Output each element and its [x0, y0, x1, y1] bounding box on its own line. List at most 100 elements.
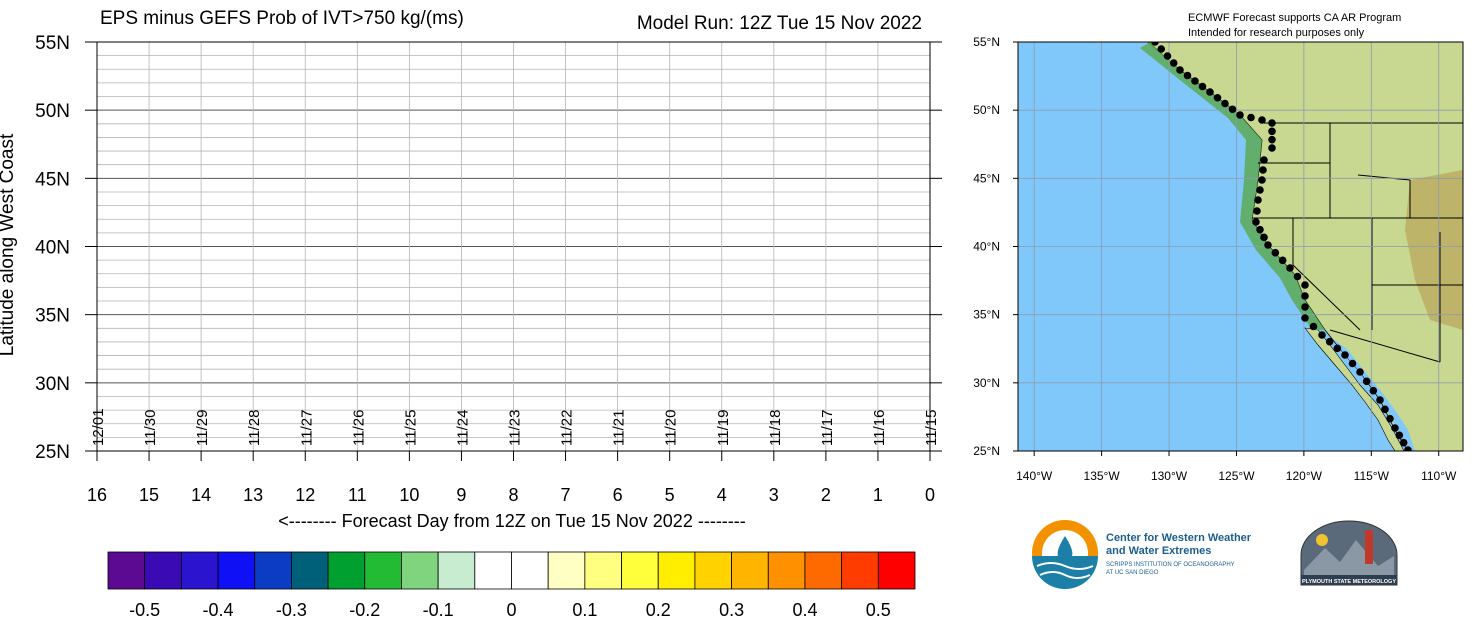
coast-point	[1151, 42, 1159, 46]
baja-peninsula	[1304, 327, 1405, 451]
colorbar-label: -0.4	[203, 600, 234, 620]
state-borders	[1252, 122, 1463, 363]
date-label: 11/17	[819, 410, 836, 446]
coast-point	[1236, 111, 1244, 119]
coast-point	[1301, 281, 1309, 289]
colorbar-boxes	[107, 551, 916, 590]
x-tick-label: 3	[769, 485, 779, 505]
colorbar-box	[107, 551, 146, 590]
x-tick-label: 0	[925, 485, 935, 505]
colorbar-box	[877, 551, 916, 590]
coast-point	[1260, 233, 1268, 242]
map-lat-label: 40°N	[973, 240, 1000, 254]
map-lon-label: 125°W	[1218, 469, 1255, 483]
plymouth-state-logo: PLYMOUTH STATE METEOROLOGY	[1300, 520, 1398, 586]
coast-point	[1264, 241, 1272, 249]
coast-point	[1254, 196, 1262, 204]
coast-point	[1253, 207, 1261, 215]
coast-point	[1381, 405, 1389, 414]
colorbar-box	[511, 551, 549, 590]
coast-point	[1163, 52, 1172, 60]
coast-point	[1376, 396, 1384, 404]
coast-point	[1278, 256, 1287, 265]
map-lat-label: 35°N	[973, 308, 1000, 322]
coast-point	[1395, 431, 1404, 440]
coast-point	[1206, 88, 1214, 96]
colorbar-box	[180, 551, 219, 590]
coast-point	[1341, 351, 1349, 359]
chart-subtitle: Model Run: 12Z Tue 15 Nov 2022	[637, 13, 922, 34]
map-note-line-2: Intended for research purposes only	[1188, 27, 1365, 39]
x-tick-label: 14	[191, 485, 211, 505]
x-tick-label: 10	[399, 485, 419, 505]
cw3e-name-line4: AT UC SAN DIEGO	[1106, 570, 1159, 576]
colorbar-label: 0.4	[792, 600, 817, 620]
y-tick-label: 25N	[35, 442, 70, 463]
colorbar-label: 0.3	[719, 600, 744, 620]
map-lon-label: 120°W	[1286, 469, 1323, 483]
coast-point	[1183, 71, 1192, 80]
mountain-terrain	[1405, 170, 1463, 330]
y-tick-label: 35N	[35, 306, 70, 327]
coast-point	[1325, 337, 1334, 346]
coast-point	[1259, 166, 1267, 174]
x-tick-label: 9	[456, 485, 466, 505]
coast-point	[1318, 331, 1326, 339]
cw3e-name-line3: SCRIPPS INSTITUTION OF OCEANOGRAPHY	[1106, 562, 1235, 568]
date-label: 11/20	[663, 410, 680, 446]
coast-point	[1301, 303, 1309, 311]
coast-point	[1399, 438, 1408, 447]
coast-point	[1176, 66, 1184, 74]
map-lat-label: 55°N	[973, 35, 1000, 49]
map-lat-label: 50°N	[973, 103, 1000, 117]
colorbar-label: -0.3	[276, 600, 307, 620]
date-label: 11/30	[142, 410, 159, 446]
colorbar-box	[694, 551, 732, 590]
date-label: 11/21	[611, 410, 628, 446]
x-axis-label: <-------- Forecast Day from 12Z on Tue 1…	[278, 511, 746, 531]
y-tick-label: 55N	[35, 33, 70, 54]
grid-lines	[96, 41, 931, 452]
coast-point	[1293, 272, 1302, 281]
colorbar-labels: -0.5 -0.4 -0.3 -0.2 -0.1 0 0.1 0.2 0.3 0.4 0.5	[129, 600, 891, 620]
x-tick-label: 11	[348, 485, 367, 505]
colorbar-label: 0.1	[572, 600, 597, 620]
colorbar-label: 0.2	[646, 600, 671, 620]
coast-point	[1169, 59, 1178, 67]
x-tick-label: 6	[613, 485, 623, 505]
map-grid	[1018, 42, 1463, 451]
x-tick-label: 16	[87, 485, 107, 505]
colorbar-label: 0.5	[866, 600, 891, 620]
colorbar-label: 0	[506, 600, 516, 620]
map-panel: ECMWF Forecast supports CA AR Program In…	[973, 12, 1464, 483]
cw3e-name-line2: and Water Extremes	[1106, 545, 1211, 557]
colorbar-box	[731, 551, 769, 590]
y-axis-label: Latitude along West Coast	[0, 133, 18, 356]
colorbar-box	[474, 551, 512, 590]
date-label: 11/29	[194, 410, 211, 446]
coast-point	[1228, 105, 1237, 114]
coast-point	[1191, 77, 1199, 85]
green-coastal-terrain	[1140, 42, 1325, 330]
coast-point	[1386, 414, 1394, 423]
coast-point	[1391, 424, 1399, 432]
coast-point	[1252, 218, 1260, 226]
date-label: 11/25	[402, 410, 419, 446]
map-lat-label: 45°N	[973, 171, 1000, 185]
x-tick-label: 15	[139, 485, 159, 505]
coast-point	[1369, 386, 1378, 395]
colorbar-box	[217, 551, 256, 590]
colorbar-box	[327, 551, 366, 590]
coast-point	[1268, 144, 1276, 152]
hovmoller-chart: EPS minus GEFS Prob of IVT>750 kg/(ms) M…	[0, 8, 942, 531]
x-axis-ticks: 16 15 14 13 12 11 10 9 8 7 6 5 4 3 2 1 0	[87, 451, 935, 505]
y-tick-label: 30N	[35, 374, 70, 395]
coast-point	[1404, 446, 1412, 451]
colorbar-box	[144, 551, 182, 590]
date-label: 12/01	[90, 408, 107, 446]
sea-of-cortez	[1332, 338, 1415, 451]
map-lon-label: 110°W	[1421, 469, 1457, 483]
coast-point	[1286, 264, 1294, 272]
coast-point	[1362, 377, 1371, 386]
